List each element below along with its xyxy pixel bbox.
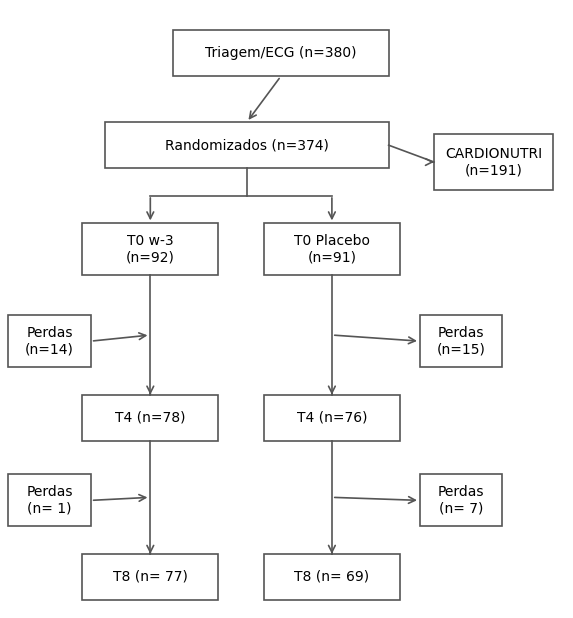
Text: Perdas
(n= 1): Perdas (n= 1) bbox=[26, 485, 73, 515]
FancyBboxPatch shape bbox=[434, 135, 553, 190]
Text: T4 (n=78): T4 (n=78) bbox=[115, 411, 186, 425]
Text: CARDIONUTRI
(n=191): CARDIONUTRI (n=191) bbox=[445, 147, 542, 177]
FancyBboxPatch shape bbox=[105, 122, 388, 168]
FancyBboxPatch shape bbox=[9, 475, 91, 527]
FancyBboxPatch shape bbox=[9, 315, 91, 367]
FancyBboxPatch shape bbox=[264, 554, 400, 600]
FancyBboxPatch shape bbox=[264, 223, 400, 275]
Text: T4 (n=76): T4 (n=76) bbox=[297, 411, 367, 425]
FancyBboxPatch shape bbox=[82, 554, 218, 600]
FancyBboxPatch shape bbox=[420, 315, 502, 367]
Text: T8 (n= 77): T8 (n= 77) bbox=[113, 570, 188, 584]
FancyBboxPatch shape bbox=[173, 30, 388, 76]
FancyBboxPatch shape bbox=[264, 395, 400, 441]
FancyBboxPatch shape bbox=[82, 395, 218, 441]
FancyBboxPatch shape bbox=[420, 475, 502, 527]
Text: Triagem/ECG (n=380): Triagem/ECG (n=380) bbox=[205, 46, 356, 61]
Text: T8 (n= 69): T8 (n= 69) bbox=[295, 570, 370, 584]
Text: Randomizados (n=374): Randomizados (n=374) bbox=[165, 138, 329, 152]
Text: T0 Placebo
(n=91): T0 Placebo (n=91) bbox=[294, 234, 370, 265]
Text: T0 w-3
(n=92): T0 w-3 (n=92) bbox=[126, 234, 175, 265]
Text: Perdas
(n=14): Perdas (n=14) bbox=[25, 326, 74, 356]
Text: Perdas
(n= 7): Perdas (n= 7) bbox=[438, 485, 484, 515]
Text: Perdas
(n=15): Perdas (n=15) bbox=[437, 326, 485, 356]
FancyBboxPatch shape bbox=[82, 223, 218, 275]
